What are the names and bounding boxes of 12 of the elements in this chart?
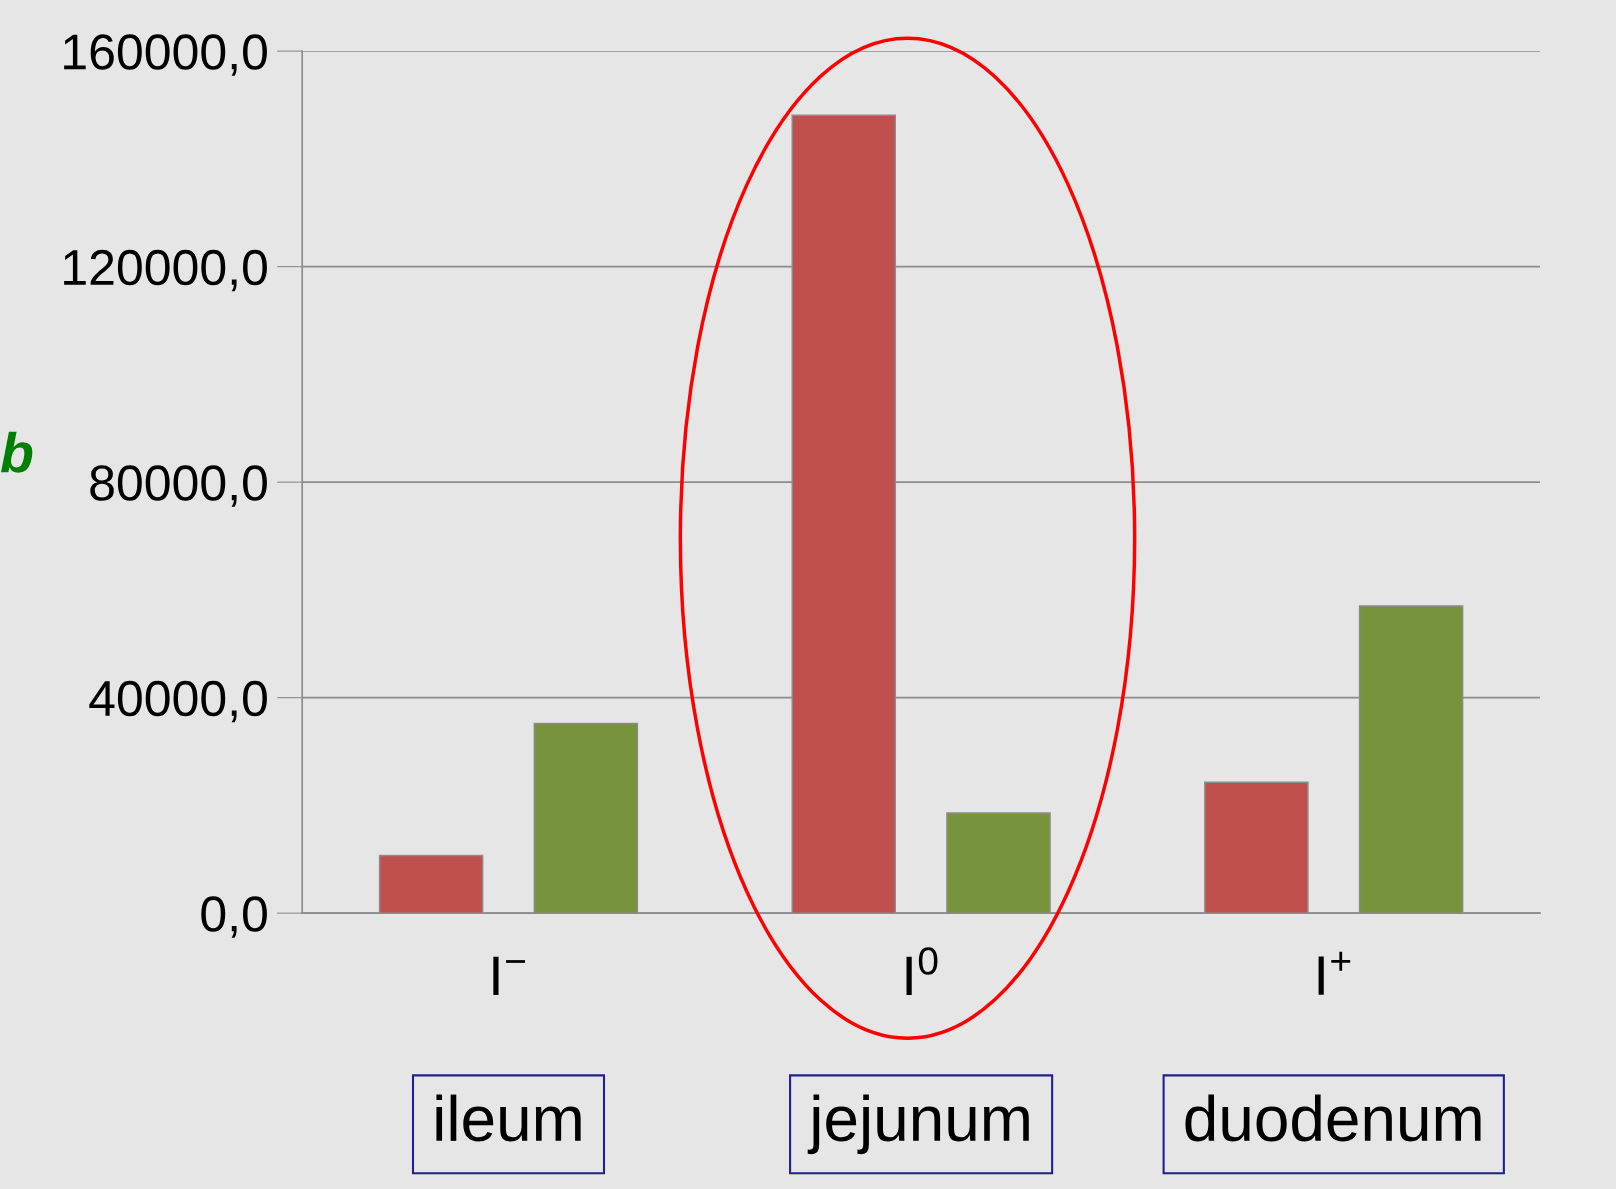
text: jejunum [807, 1094, 1029, 1155]
text: duodenum [1185, 1094, 1481, 1142]
x-tick-label: I$^{0}$ [906, 947, 938, 995]
y-tick-label: 80000,0 [90, 465, 267, 507]
y-tick-label: 0,0 [201, 896, 267, 938]
x-tick-label: I$^{+}$ [1318, 951, 1351, 995]
x-tick-label: I$^{−}$ [493, 956, 525, 995]
text: b [0, 431, 33, 473]
y-tick-label: 40000,0 [89, 680, 267, 723]
y-tick-label: 120000,0 [64, 249, 267, 292]
text: ileum [436, 1094, 581, 1142]
y-tick-label: 160000,0 [64, 34, 267, 76]
